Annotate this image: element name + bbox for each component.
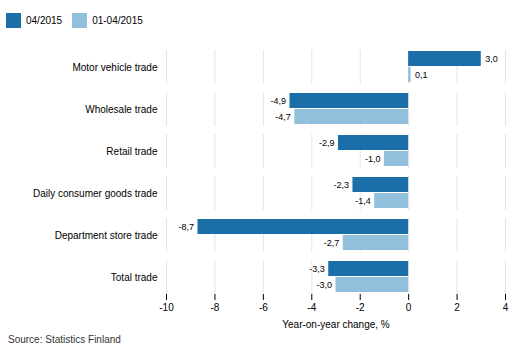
svg-text:Retail trade: Retail trade [106, 146, 158, 157]
svg-text:0: 0 [406, 302, 412, 313]
svg-text:Year-on-year change, %: Year-on-year change, % [282, 319, 390, 330]
svg-text:Daily consumer goods trade: Daily consumer goods trade [33, 188, 158, 199]
svg-text:-10: -10 [159, 302, 174, 313]
html-text:Source: Statistics Finland: Source: Statistics Finland [8, 334, 121, 345]
svg-text:-2,9: -2,9 [319, 138, 335, 148]
svg-text:Department store trade: Department store trade [55, 230, 158, 241]
svg-text:-6: -6 [259, 302, 268, 313]
svg-text:-2,7: -2,7 [324, 238, 340, 248]
svg-text:-3,0: -3,0 [316, 280, 332, 290]
svg-text:Wholesale trade: Wholesale trade [85, 104, 158, 115]
svg-text:4: 4 [503, 302, 509, 313]
html-text:01-04/2015: 01-04/2015 [92, 15, 143, 26]
svg-text:2: 2 [454, 302, 460, 313]
svg-text:-4,7: -4,7 [275, 112, 291, 122]
html-text:04/2015: 04/2015 [26, 15, 63, 26]
svg-text:Motor vehicle trade: Motor vehicle trade [72, 62, 157, 73]
svg-text:-4,9: -4,9 [270, 96, 286, 106]
svg-text:-8,7: -8,7 [178, 222, 194, 232]
svg-text:-4: -4 [307, 302, 316, 313]
svg-text:-1,4: -1,4 [355, 196, 371, 206]
svg-text:-2,3: -2,3 [333, 180, 349, 190]
svg-text:0,1: 0,1 [415, 70, 428, 80]
svg-text:Total trade: Total trade [111, 272, 158, 283]
svg-text:-3,3: -3,3 [309, 264, 325, 274]
svg-text:-1,0: -1,0 [365, 154, 381, 164]
svg-text:-2: -2 [356, 302, 365, 313]
svg-text:3,0: 3,0 [485, 54, 498, 64]
svg-text:-8: -8 [210, 302, 219, 313]
